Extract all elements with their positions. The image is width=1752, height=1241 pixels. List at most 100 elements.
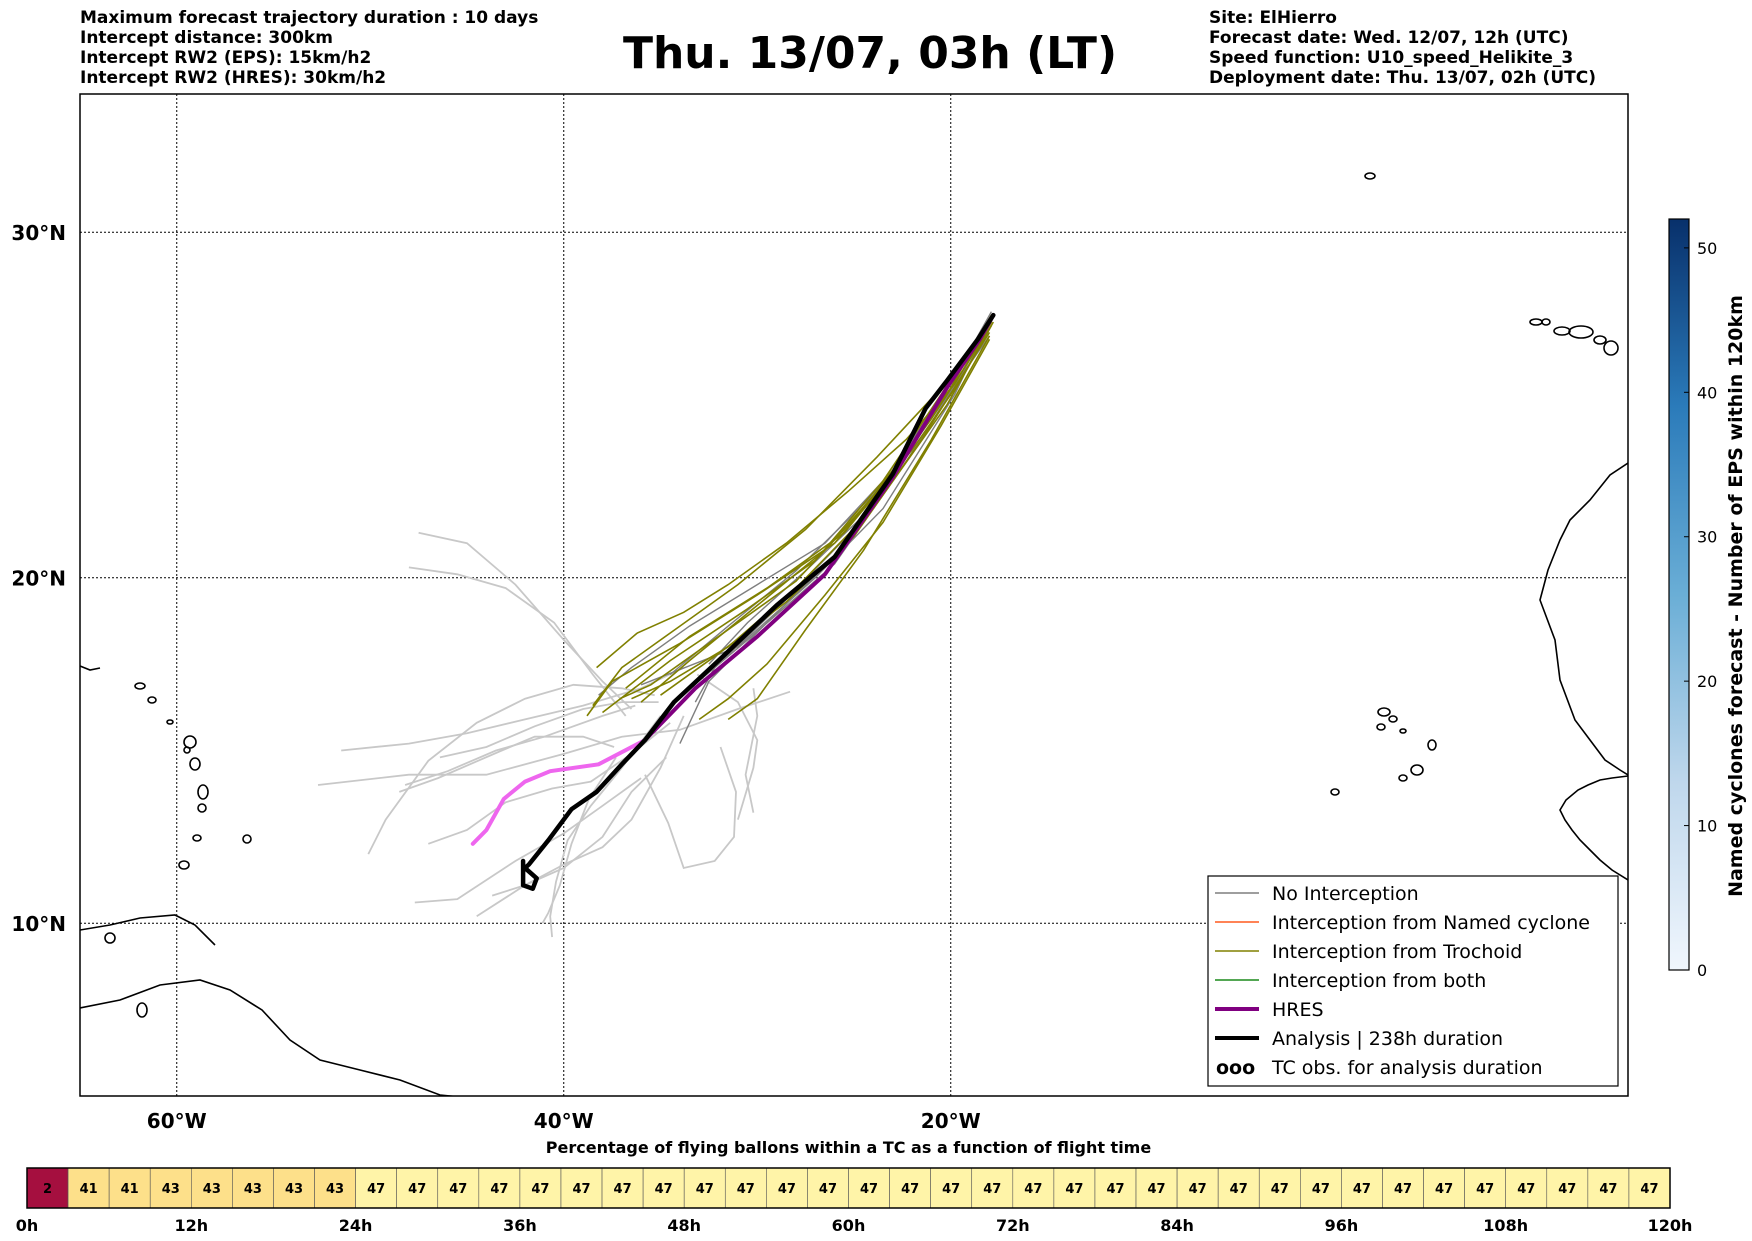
colorbar-label: Named cyclones forecast - Number of EPS … (1725, 295, 1747, 897)
map-axis-labels: 60°W 40°W 20°W 10°N 20°N 30°N (11, 221, 980, 1133)
percentage-tick-label: 108h (1483, 1216, 1528, 1235)
percentage-cell-value: 43 (162, 1182, 180, 1197)
percentage-tick-label: 84h (1160, 1216, 1194, 1235)
legend-label: No Interception (1272, 883, 1419, 905)
island-23 (134, 682, 146, 690)
track-faded (549, 715, 662, 938)
island-25 (166, 719, 174, 725)
percentage-cell (683, 1167, 726, 1209)
header-left-line-3: Intercept RW2 (EPS): 15km/h2 (80, 48, 372, 68)
percentage-cell (396, 1167, 439, 1209)
legend-label: HRES (1272, 999, 1324, 1021)
colorbar-tick-label: 40 (1697, 383, 1717, 402)
percentage-cell (191, 1167, 233, 1209)
island-6 (1593, 335, 1607, 345)
chart-legend: No Interception Interception from Named c… (1207, 875, 1619, 1087)
percentage-cell-value: 47 (1189, 1182, 1207, 1197)
island-7 (1377, 707, 1391, 717)
percentage-cell-value: 47 (942, 1182, 960, 1197)
percentage-cell (1176, 1167, 1219, 1209)
lon-tick-label: 20°W (921, 1109, 981, 1133)
percentage-cell-value: 43 (244, 1182, 262, 1197)
percentage-bar-frame (26, 1167, 1671, 1209)
header-right-line-3: Speed function: U10_speed_Helikite_3 (1209, 48, 1574, 68)
island-28 (136, 1002, 148, 1018)
header-left-line-2: Intercept distance: 300km (80, 28, 333, 48)
percentage-bar-title: Percentage of flying ballons within a TC… (546, 1138, 1152, 1157)
percentage-cell-value: 47 (572, 1182, 590, 1197)
lon-tick-label: 60°W (147, 1109, 207, 1133)
header-left-line-4: Intercept RW2 (HRES): 30km/h2 (80, 68, 387, 88)
percentage-cell (1587, 1167, 1630, 1209)
percentage-cell-value: 47 (1517, 1182, 1535, 1197)
percentage-cell-value: 47 (1394, 1182, 1412, 1197)
island-11 (1427, 739, 1437, 751)
legend-label: Interception from Named cyclone (1272, 912, 1590, 934)
percentage-cell-value: 41 (121, 1182, 139, 1197)
island-27 (104, 932, 116, 944)
percentage-cell (724, 1167, 767, 1209)
island-22 (242, 834, 252, 844)
percentage-cell (1217, 1167, 1260, 1209)
coastline-1 (80, 979, 459, 1096)
percentage-cell-value: 47 (1271, 1182, 1289, 1197)
percentage-bar: Percentage of flying ballons within a TC… (16, 1138, 1693, 1235)
header-right-line-4: Deployment date: Thu. 13/07, 02h (UTC) (1209, 68, 1596, 88)
island-18 (197, 784, 209, 800)
percentage-cell (1423, 1167, 1465, 1209)
coastline-5 (80, 665, 101, 671)
percentage-tick-label: 96h (1325, 1216, 1359, 1235)
percentage-cell (807, 1167, 849, 1209)
island-21 (178, 860, 190, 870)
percentage-cell-value: 47 (1476, 1182, 1494, 1197)
percentage-cell-value: 47 (367, 1182, 385, 1197)
percentage-tick-label: 48h (667, 1216, 701, 1235)
island-12 (1410, 764, 1424, 776)
island-19 (197, 803, 207, 813)
island-20 (192, 834, 202, 842)
island-5 (1603, 340, 1619, 356)
island-26 (183, 746, 191, 754)
percentage-cell-value: 47 (860, 1182, 878, 1197)
analysis-track (520, 312, 996, 891)
island-17 (189, 757, 201, 771)
percentage-cell (1300, 1167, 1342, 1209)
percentage-cell-value: 47 (983, 1182, 1001, 1197)
island-8 (1388, 715, 1398, 723)
track-faded (367, 683, 655, 855)
header-left-line-1: Maximum forecast trajectory duration : 1… (80, 8, 539, 28)
percentage-cell-value: 47 (531, 1182, 549, 1197)
percentage-cell-value: 47 (1435, 1182, 1453, 1197)
track-faded (439, 701, 659, 759)
plot-clip-group (80, 94, 1628, 1096)
percentage-cell (478, 1167, 521, 1209)
percentage-cell (1546, 1167, 1589, 1209)
percentage-cell-value: 47 (1148, 1182, 1166, 1197)
trochoid-tracks (586, 314, 994, 721)
header-right-line-1: Site: ElHierro (1209, 8, 1337, 28)
coastline-2 (80, 914, 216, 946)
plot-frame (79, 93, 1629, 1097)
percentage-tick-label: 120h (1648, 1216, 1693, 1235)
lat-tick-label: 20°N (11, 567, 66, 591)
percentage-cell-value: 43 (285, 1182, 303, 1197)
percentage-cell (314, 1167, 356, 1209)
colorbar-tick-label: 20 (1697, 672, 1717, 691)
legend-symbol-tc-obs: ᴏᴏᴏ (1216, 1057, 1255, 1079)
island-9 (1376, 723, 1386, 731)
track-faded (408, 566, 627, 717)
coastline-3 (1539, 462, 1628, 776)
percentage-cell-value: 47 (449, 1182, 467, 1197)
legend-label: Analysis | 238h duration (1272, 1028, 1503, 1050)
track-trochoid (698, 338, 991, 721)
island-2 (1541, 318, 1551, 326)
percentage-cell-value: 47 (1353, 1182, 1371, 1197)
legend-box (1207, 875, 1619, 1087)
page-title: Thu. 13/07, 03h (LT) (622, 28, 1118, 79)
percentage-cell-value: 47 (901, 1182, 919, 1197)
percentage-tick-label: 12h (174, 1216, 208, 1235)
track-faded (491, 756, 667, 897)
percentage-tick-label: 0h (16, 1216, 39, 1235)
percentage-cell (149, 1167, 192, 1209)
percentage-cell (560, 1167, 603, 1209)
